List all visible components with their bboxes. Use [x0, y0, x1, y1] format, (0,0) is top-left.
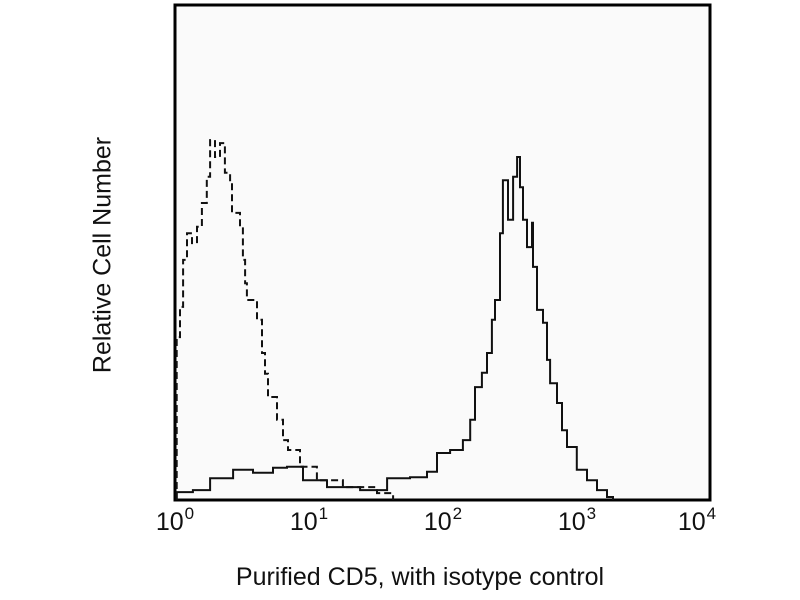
- isotype-control-histogram: [175, 139, 395, 500]
- y-axis-label: Relative Cell Number: [88, 136, 117, 374]
- series-layer: [175, 139, 614, 500]
- x-tick-label: 104: [677, 504, 717, 536]
- x-tick-label: 102: [423, 504, 463, 536]
- x-tick-label: 100: [155, 504, 195, 536]
- x-tick-label: 101: [289, 504, 329, 536]
- x-axis-label: Purified CD5, with isotype control: [235, 563, 605, 591]
- cd5-histogram: [175, 156, 614, 500]
- plot-frame: [173, 3, 712, 502]
- x-tick-label: 103: [557, 504, 597, 536]
